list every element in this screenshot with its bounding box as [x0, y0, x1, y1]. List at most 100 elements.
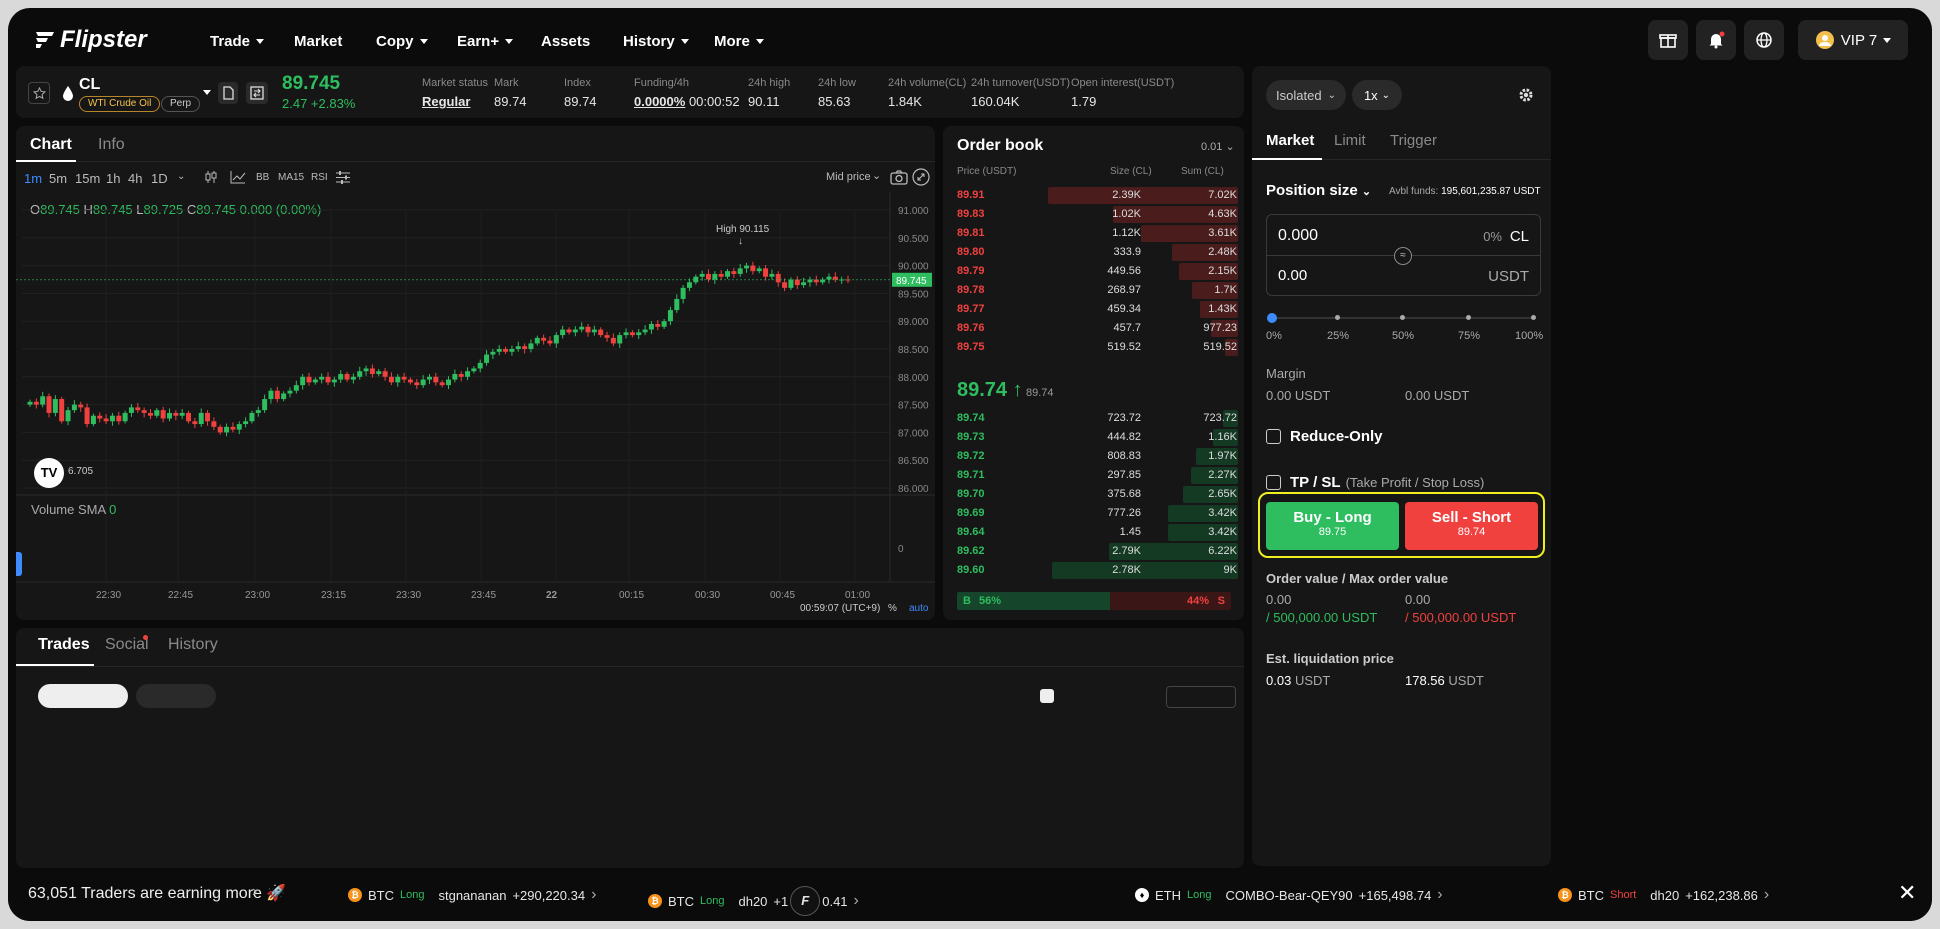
- account-menu-button[interactable]: VIP 7: [1798, 20, 1908, 60]
- tradingview-logo[interactable]: TV: [34, 458, 64, 488]
- contract-info-button[interactable]: [218, 82, 238, 104]
- candlestick-chart[interactable]: 91.000 90.500 90.000 89.500 89.000 88.500 88.0…: [16, 192, 935, 620]
- leverage-select[interactable]: 1x ⌄: [1352, 80, 1402, 110]
- order-book-row[interactable]: 89.74 723.72 723.72: [943, 409, 1244, 428]
- order-book-row[interactable]: 89.70 375.68 2.65K: [943, 485, 1244, 504]
- flipster-fab-icon[interactable]: F: [790, 886, 821, 916]
- nav-more[interactable]: More: [714, 33, 764, 50]
- interval-1m[interactable]: 1m: [24, 171, 43, 186]
- quantity-input[interactable]: 0.000: [1278, 227, 1319, 244]
- interval-4h[interactable]: 4h: [128, 171, 143, 186]
- fullscreen-icon[interactable]: [912, 168, 930, 186]
- nav-assets[interactable]: Assets: [541, 33, 590, 50]
- chevron-right-icon[interactable]: ›: [252, 883, 258, 900]
- interval-5m[interactable]: 5m: [49, 171, 68, 186]
- tab-chart[interactable]: Chart: [30, 136, 72, 153]
- mid-price: 89.74 ↑: [957, 379, 1023, 401]
- slider-handle[interactable]: [1267, 313, 1277, 323]
- sidebar-expand-handle[interactable]: [16, 552, 22, 576]
- position-size-select[interactable]: Position size ⌄: [1266, 182, 1371, 199]
- candle-type-icon[interactable]: [204, 170, 218, 184]
- swap-units-icon[interactable]: ≈: [1394, 247, 1412, 265]
- depth-bar: [1182, 486, 1238, 503]
- ticker-item[interactable]: ₿ BTC Long dh20 +1 F 0.41 ›: [648, 886, 859, 916]
- ticker-item[interactable]: ₿ BTC Long stgnananan +290,220.34 ›: [348, 886, 596, 904]
- checkbox-box[interactable]: [1266, 429, 1281, 444]
- order-book-row[interactable]: 89.83 1.02K 4.63K: [943, 205, 1244, 224]
- order-book-row[interactable]: 89.72 808.83 1.97K: [943, 447, 1244, 466]
- tab-limit[interactable]: Limit: [1334, 132, 1366, 149]
- tab-market[interactable]: Market: [1266, 132, 1315, 149]
- nav-history[interactable]: History: [623, 33, 689, 50]
- nav-market[interactable]: Market: [294, 33, 342, 50]
- checkbox[interactable]: [1040, 689, 1054, 703]
- usdt-input[interactable]: 0.00: [1278, 267, 1308, 284]
- tab-trigger[interactable]: Trigger: [1390, 132, 1437, 149]
- tab-info[interactable]: Info: [98, 136, 125, 153]
- order-book-row[interactable]: 89.80 333.9 2.48K: [943, 243, 1244, 262]
- settings-sliders-icon[interactable]: [336, 171, 350, 184]
- nav-copy[interactable]: Copy: [376, 33, 428, 50]
- language-button[interactable]: [1744, 20, 1784, 60]
- order-book-row[interactable]: 89.69 777.26 3.42K: [943, 504, 1244, 523]
- symbol-ticker[interactable]: CL: [79, 76, 101, 93]
- indicator-ma15[interactable]: MA15: [278, 172, 305, 183]
- nav-trade[interactable]: Trade: [210, 33, 265, 50]
- candle-body: [420, 379, 426, 386]
- indicator-icon[interactable]: [230, 170, 246, 184]
- order-book-row[interactable]: 89.60 2.78K 9K: [943, 561, 1244, 580]
- percent-scale-toggle[interactable]: %: [888, 603, 897, 614]
- size-slider[interactable]: [1267, 313, 1536, 323]
- stat-label: 24h volume(CL): [888, 77, 967, 89]
- order-sum: 7.02K: [1208, 189, 1237, 201]
- order-book-row[interactable]: 89.64 1.45 3.42K: [943, 523, 1244, 542]
- buy-long-button[interactable]: Buy - Long 89.75: [1266, 502, 1399, 550]
- tab-history[interactable]: History: [168, 636, 218, 653]
- camera-icon[interactable]: [889, 168, 909, 186]
- auto-scale-toggle[interactable]: auto: [909, 603, 929, 614]
- mid-price-select[interactable]: Mid price: [826, 171, 871, 183]
- checkbox-box[interactable]: [1266, 475, 1281, 490]
- tpsl-checkbox[interactable]: TP / SL (Take Profit / Stop Loss): [1266, 474, 1484, 491]
- ticker-item[interactable]: ₿ BTC Short dh20 +162,238.86 ›: [1558, 886, 1769, 904]
- favorite-button[interactable]: [28, 82, 50, 104]
- sell-short-button[interactable]: Sell - Short 89.74: [1405, 502, 1538, 550]
- rewards-button[interactable]: [1648, 20, 1688, 60]
- order-book-row[interactable]: 89.73 444.82 1.16K: [943, 428, 1244, 447]
- stat-value[interactable]: Regular: [422, 94, 470, 109]
- order-price: 89.76: [957, 322, 985, 334]
- margin-mode-select[interactable]: Isolated ⌄: [1266, 80, 1346, 110]
- brand-logo[interactable]: Flipster: [34, 26, 147, 54]
- order-book-row[interactable]: 89.81 1.12K 3.61K: [943, 224, 1244, 243]
- indicator-rsi[interactable]: RSI: [311, 172, 328, 183]
- filter-chip[interactable]: [136, 684, 216, 708]
- order-book-row[interactable]: 89.79 449.56 2.15K: [943, 262, 1244, 281]
- interval-15m[interactable]: 15m: [75, 171, 101, 186]
- notifications-button[interactable]: [1696, 20, 1736, 60]
- ticker-item[interactable]: ♦ ETH Long COMBO-Bear-QEY90 +165,498.74 …: [1135, 886, 1443, 904]
- gear-icon[interactable]: [1518, 87, 1534, 103]
- swap-symbol-button[interactable]: [246, 82, 268, 104]
- candle-body: [725, 271, 731, 277]
- filter-chip-active[interactable]: [38, 684, 128, 708]
- tab-trades[interactable]: Trades: [38, 636, 90, 653]
- order-book-row[interactable]: 89.78 268.97 1.7K: [943, 281, 1244, 300]
- stat-value[interactable]: 0.0000% 00:00:52: [634, 94, 740, 109]
- indicator-bb[interactable]: BB: [256, 172, 270, 183]
- order-book-row[interactable]: 89.76 457.7 977.23: [943, 319, 1244, 338]
- order-book-row[interactable]: 89.91 2.39K 7.02K: [943, 186, 1244, 205]
- interval-dropdown-icon[interactable]: ⌄: [177, 171, 186, 182]
- filter-select[interactable]: [1166, 686, 1236, 708]
- symbol-dropdown-icon[interactable]: [203, 90, 211, 95]
- tab-social[interactable]: Social: [105, 636, 149, 653]
- nav-earn[interactable]: Earn+: [457, 33, 514, 50]
- reduce-only-checkbox[interactable]: Reduce-Only: [1266, 428, 1383, 445]
- close-icon[interactable]: ✕: [1898, 880, 1917, 905]
- order-book-row[interactable]: 89.71 297.85 2.27K: [943, 466, 1244, 485]
- order-book-row[interactable]: 89.77 459.34 1.43K: [943, 300, 1244, 319]
- order-book-row[interactable]: 89.75 519.52 519.52: [943, 338, 1244, 357]
- order-book-row[interactable]: 89.62 2.79K 6.22K: [943, 542, 1244, 561]
- interval-1d[interactable]: 1D: [151, 171, 168, 186]
- precision-select[interactable]: 0.01 ⌄: [1201, 141, 1235, 153]
- interval-1h[interactable]: 1h: [106, 171, 121, 186]
